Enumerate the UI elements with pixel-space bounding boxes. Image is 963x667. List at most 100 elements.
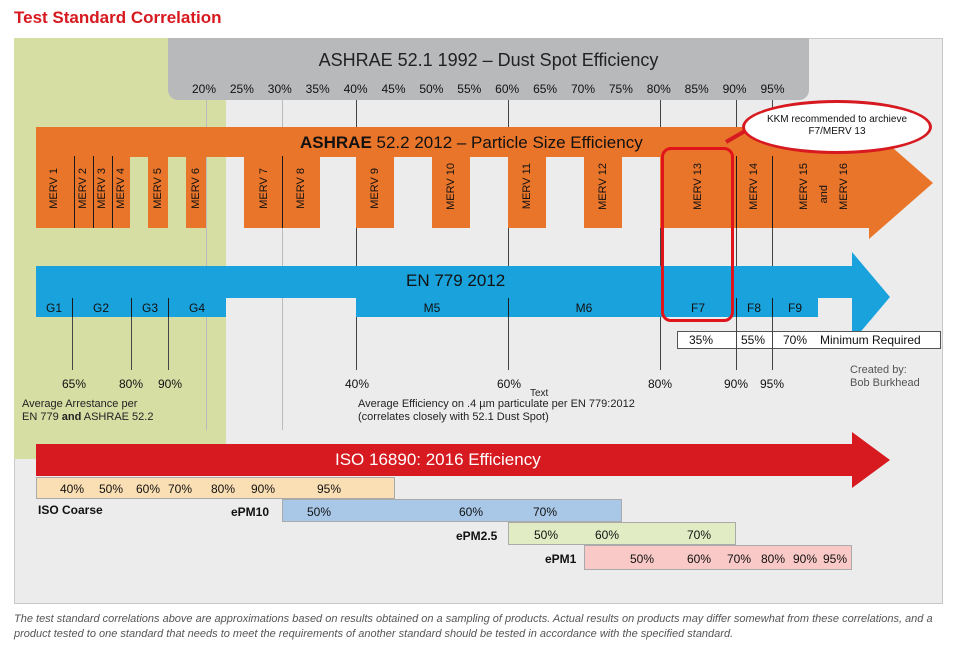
arrestance-tick: 90%: [157, 377, 183, 391]
efficiency-tick: 80%: [647, 377, 673, 391]
min-f8: 55%: [741, 333, 766, 347]
merv-4-label: MERV 4: [115, 168, 127, 209]
text-tag: Text: [530, 388, 549, 399]
class-divider: [508, 298, 509, 317]
merv-group-6: [186, 156, 206, 228]
ashrae-52-1-tick: 70%: [570, 82, 596, 96]
ashrae-52-1-tick: 35%: [305, 82, 330, 96]
ashrae-52-1-tick: 95%: [760, 82, 785, 96]
efficiency-tick: 90%: [723, 377, 749, 391]
min-label: Minimum Required: [820, 333, 921, 347]
ashrae-52-1-tick: 20%: [191, 82, 217, 96]
en779-arrowhead: [852, 252, 890, 342]
iso-coarse-row: [36, 477, 395, 499]
class-divider: [772, 298, 773, 317]
class-m6: M6: [575, 301, 593, 315]
merv-8-label: MERV 8: [295, 168, 307, 209]
arrestance-note: Average Arrestance per EN 779 and ASHRAE …: [22, 398, 154, 423]
class-m5: M5: [423, 301, 441, 315]
merv-10-label: MERV 10: [445, 163, 457, 210]
ashrae-52-1-tick: 65%: [533, 82, 558, 96]
merv-6-label: MERV 6: [190, 168, 202, 209]
epm10-value: 60%: [459, 505, 484, 519]
min-f7: 35%: [689, 333, 714, 347]
ashrae-52-1-band: [168, 38, 809, 100]
epm1-value: 90%: [793, 552, 818, 566]
ashrae-52-2-title: ASHRAE 52.2 2012 – Particle Size Efficie…: [300, 133, 643, 152]
epm1-value: 95%: [823, 552, 848, 566]
guide-line: [356, 100, 357, 370]
class-g4: G4: [188, 301, 206, 315]
merv-group-5: [148, 156, 168, 228]
guide-line: [660, 100, 661, 370]
epm25-value: 60%: [595, 528, 620, 542]
class-g2: G2: [92, 301, 110, 315]
class-divider: [736, 298, 737, 317]
ashrae-52-1-tick: 55%: [457, 82, 482, 96]
merv-2-label: MERV 2: [77, 168, 89, 209]
epm10-value: 70%: [533, 505, 558, 519]
epm1-value: 60%: [687, 552, 712, 566]
minimum-required-row: [677, 331, 941, 349]
guide-line: [736, 100, 737, 370]
ashrae-52-1-tick: 90%: [722, 82, 747, 96]
min-divider: [772, 331, 773, 349]
min-f9: 70%: [783, 333, 808, 347]
recommendation-callout: [742, 100, 932, 154]
merv-12-label: MERV 12: [597, 163, 609, 210]
epm25-value: 50%: [534, 528, 559, 542]
arrestance-zone: [14, 38, 226, 459]
ashrae-52-1-tick: 75%: [608, 82, 633, 96]
merv-9-label: MERV 9: [369, 168, 381, 209]
merv-group-12: [584, 156, 622, 228]
class-g1: G1: [45, 301, 63, 315]
epm1-value: 50%: [630, 552, 655, 566]
epm1-value: 70%: [727, 552, 752, 566]
merv-divider: [736, 156, 737, 228]
arrestance-tick: 80%: [118, 377, 144, 391]
coarse-value: 50%: [99, 482, 124, 496]
en779-band: [36, 266, 856, 298]
merv-15-label: MERV 15: [798, 163, 810, 210]
guide-line: [72, 298, 73, 370]
merv-divider: [74, 156, 75, 228]
guide-line: [282, 100, 283, 430]
epm25-value: 70%: [687, 528, 712, 542]
en779-title: EN 779 2012: [406, 271, 506, 290]
class-divider: [72, 298, 73, 317]
epm25-row: [508, 522, 736, 545]
coarse-value: 40%: [60, 482, 85, 496]
coarse-value: 60%: [136, 482, 161, 496]
merv-7-label: MERV 7: [258, 168, 270, 209]
class-f8: F8: [746, 301, 762, 315]
epm10-row: [282, 499, 622, 522]
guide-line: [206, 100, 207, 430]
class-divider: [131, 298, 132, 317]
ashrae-52-1-tick: 40%: [343, 82, 368, 96]
coarse-value: 80%: [211, 482, 236, 496]
merv-1-label: MERV 1: [48, 168, 60, 209]
min-divider: [736, 331, 737, 349]
class-f9: F9: [787, 301, 803, 315]
coarse-value: 95%: [317, 482, 342, 496]
class-divider: [168, 298, 169, 317]
merv-11-label: MERV 11: [521, 163, 533, 210]
ashrae-52-1-tick: 50%: [419, 82, 444, 96]
merv-group-1-4: [36, 156, 130, 228]
merv-3-label: MERV 3: [96, 168, 108, 209]
iso16890-arrowhead: [852, 432, 890, 488]
merv-group-9: [356, 156, 394, 228]
merv-5-label: MERV 5: [152, 168, 164, 209]
ashrae-52-1-tick: 30%: [267, 82, 292, 96]
merv-and-label: and: [818, 185, 830, 204]
epm1-row: [584, 545, 852, 570]
disclaimer: The test standard correlations above are…: [14, 613, 933, 640]
epm10-value: 50%: [307, 505, 332, 519]
ashrae-52-1-tick: 25%: [229, 82, 254, 96]
epm10-name: ePM10: [231, 505, 270, 519]
merv-divider: [282, 156, 283, 228]
merv-14-label: MERV 14: [748, 163, 760, 210]
arrestance-tick: 65%: [61, 377, 87, 391]
merv-group-11: [508, 156, 546, 228]
class-g3: G3: [141, 301, 159, 315]
